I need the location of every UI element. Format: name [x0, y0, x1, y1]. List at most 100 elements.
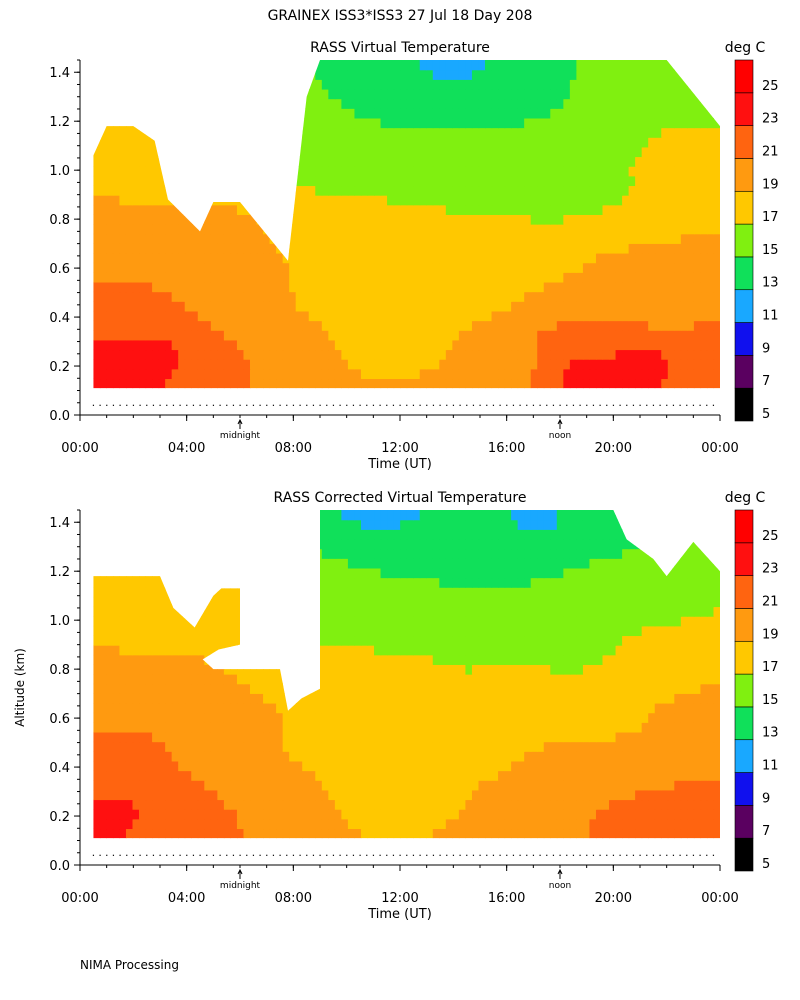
heatmap-cell	[315, 224, 323, 235]
heatmap-cell	[543, 272, 551, 283]
heatmap-cell	[250, 88, 258, 100]
heatmap-cell	[230, 137, 238, 148]
heatmap-cell	[504, 262, 512, 273]
heatmap-cell	[230, 712, 238, 723]
heatmap-cell	[276, 712, 284, 723]
heatmap-cell	[328, 127, 336, 138]
heatmap-cell	[628, 175, 636, 187]
heatmap-cell	[119, 233, 127, 244]
heatmap-cell	[569, 243, 577, 254]
heatmap-cell	[236, 320, 245, 331]
colorbar-band	[734, 59, 754, 94]
heatmap-cell	[165, 349, 173, 360]
heatmap-cell	[445, 185, 453, 196]
heatmap-cell	[99, 683, 107, 694]
heatmap-cell	[680, 770, 688, 781]
heatmap-cell	[498, 789, 506, 801]
heatmap-cell	[465, 117, 473, 129]
heatmap-cell	[367, 281, 375, 293]
heatmap-cell	[171, 195, 179, 206]
heatmap-cell	[217, 301, 225, 312]
heatmap-cell	[178, 349, 186, 360]
heatmap-cell	[576, 137, 584, 148]
heatmap-cell	[595, 702, 604, 714]
heatmap-cell	[432, 751, 440, 762]
heatmap-cell	[595, 233, 604, 244]
data-level-dot	[486, 404, 488, 406]
heatmap-cell	[589, 214, 597, 225]
heatmap-cell	[217, 770, 225, 781]
heatmap-cell	[439, 108, 447, 119]
heatmap-cell	[504, 117, 512, 129]
heatmap-cell	[693, 108, 702, 119]
heatmap-cell	[569, 828, 577, 839]
heatmap-cell	[289, 330, 297, 341]
heatmap-cell	[635, 79, 643, 90]
heatmap-cell	[256, 378, 264, 389]
heatmap-cell	[347, 185, 356, 196]
heatmap-cell	[321, 330, 329, 341]
heatmap-cell	[445, 252, 453, 264]
heatmap-cell	[302, 693, 310, 704]
heatmap-cell	[387, 146, 395, 158]
heatmap-cell	[250, 214, 258, 225]
heatmap-cell	[184, 809, 192, 820]
heatmap-cell	[602, 789, 610, 801]
heatmap-cell	[328, 185, 336, 196]
heatmap-cell	[713, 731, 721, 743]
heatmap-cell	[230, 146, 238, 158]
heatmap-cell	[439, 320, 447, 331]
heatmap-cell	[563, 683, 571, 694]
heatmap-cell	[289, 683, 297, 694]
heatmap-cell	[628, 137, 636, 148]
heatmap-cell	[674, 310, 682, 322]
heatmap-cell	[354, 809, 362, 820]
heatmap-cell	[550, 702, 558, 714]
heatmap-cell	[693, 127, 702, 138]
heatmap-cell	[543, 799, 551, 810]
heatmap-cell	[236, 310, 245, 322]
heatmap-cell	[595, 79, 604, 90]
heatmap-cell	[458, 799, 467, 810]
heatmap-cell	[191, 69, 199, 80]
heatmap-cell	[289, 310, 297, 322]
heatmap-cell	[204, 780, 212, 791]
heatmap-cell	[609, 156, 617, 167]
heatmap-cell	[595, 195, 604, 206]
heatmap-cell	[145, 702, 153, 714]
heatmap-cell	[524, 291, 532, 302]
heatmap-cell	[511, 693, 519, 704]
heatmap-cell	[393, 818, 401, 830]
heatmap-cell	[524, 281, 532, 293]
heatmap-cell	[498, 330, 506, 341]
heatmap-cell	[93, 233, 101, 244]
heatmap-cell	[250, 243, 258, 254]
heatmap-cell	[145, 712, 153, 723]
heatmap-cell	[563, 137, 571, 148]
heatmap-cell	[713, 770, 721, 781]
heatmap-cell	[582, 272, 591, 283]
heatmap-cell	[178, 98, 186, 109]
heatmap-cell	[445, 693, 453, 704]
heatmap-cell	[700, 320, 708, 331]
heatmap-cell	[387, 741, 395, 752]
heatmap-cell	[334, 320, 342, 331]
heatmap-cell	[341, 175, 349, 187]
heatmap-cell	[432, 195, 440, 206]
heatmap-cell	[563, 301, 571, 312]
heatmap-cell	[413, 137, 421, 148]
heatmap-cell	[191, 809, 199, 820]
heatmap-cell	[498, 301, 506, 312]
heatmap-cell	[458, 243, 467, 254]
heatmap-cell	[485, 214, 493, 225]
heatmap-cell	[393, 272, 401, 283]
heatmap-cell	[654, 195, 662, 206]
heatmap-cell	[465, 712, 473, 723]
heatmap-cell	[250, 301, 258, 312]
heatmap-cell	[152, 349, 160, 360]
heatmap-cell	[641, 693, 649, 704]
heatmap-cell	[308, 281, 316, 293]
heatmap-cell	[158, 702, 166, 714]
heatmap-cell	[380, 108, 388, 119]
heatmap-cell	[139, 272, 147, 283]
